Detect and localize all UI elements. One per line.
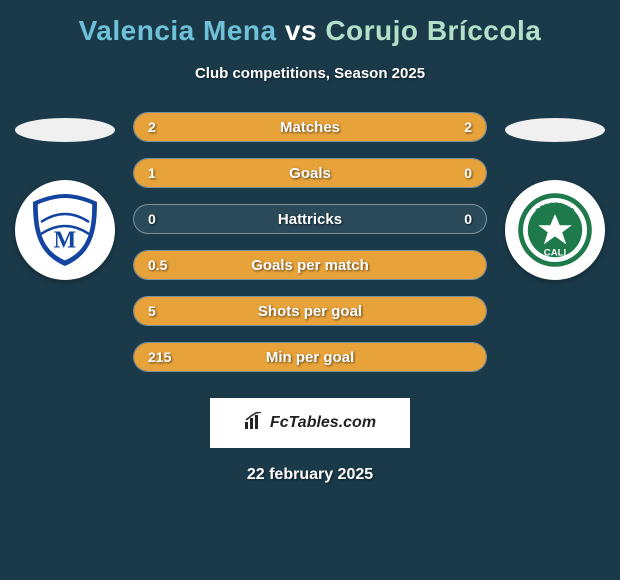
bar-label: Goals per match: [134, 251, 486, 279]
chart-icon: [244, 412, 266, 435]
player2-name: Corujo Bríccola: [325, 15, 541, 46]
svg-text:M: M: [54, 228, 77, 254]
club-logo-left: M: [15, 180, 115, 280]
subtitle: Club competitions, Season 2025: [0, 65, 620, 82]
watermark: FcTables.com: [210, 398, 410, 448]
stat-row: 5Shots per goal: [133, 296, 487, 326]
date-label: 22 february 2025: [0, 466, 620, 484]
bar-label: Min per goal: [134, 343, 486, 371]
right-side: DEPORTIVO CALI: [495, 112, 615, 280]
bar-label: Hattricks: [134, 205, 486, 233]
stat-row: 0.5Goals per match: [133, 250, 487, 280]
stats-bars: 22Matches 10Goals 00Hattricks 0.5Goals per …: [125, 112, 495, 388]
player2-badge: [505, 118, 605, 142]
page-title: Valencia Mena vs Corujo Bríccola: [0, 15, 620, 47]
stat-row: 10Goals: [133, 158, 487, 188]
svg-text:CALI: CALI: [544, 248, 567, 259]
player1-name: Valencia Mena: [79, 15, 277, 46]
bar-label: Matches: [134, 113, 486, 141]
root: Valencia Mena vs Corujo Bríccola Club co…: [0, 0, 620, 580]
vs-label: vs: [285, 15, 317, 46]
bar-label: Shots per goal: [134, 297, 486, 325]
stat-row: 22Matches: [133, 112, 487, 142]
shield-icon: M: [25, 190, 105, 270]
main-area: M 22Matches 10Goals 00Hattricks 0.5Goals pe…: [0, 112, 620, 388]
stat-row: 215Min per goal: [133, 342, 487, 372]
club-logo-right: DEPORTIVO CALI: [505, 180, 605, 280]
left-side: M: [5, 112, 125, 280]
shield-icon: DEPORTIVO CALI: [515, 190, 595, 270]
watermark-text: FcTables.com: [270, 414, 376, 432]
bar-label: Goals: [134, 159, 486, 187]
stat-row: 00Hattricks: [133, 204, 487, 234]
player1-badge: [15, 118, 115, 142]
